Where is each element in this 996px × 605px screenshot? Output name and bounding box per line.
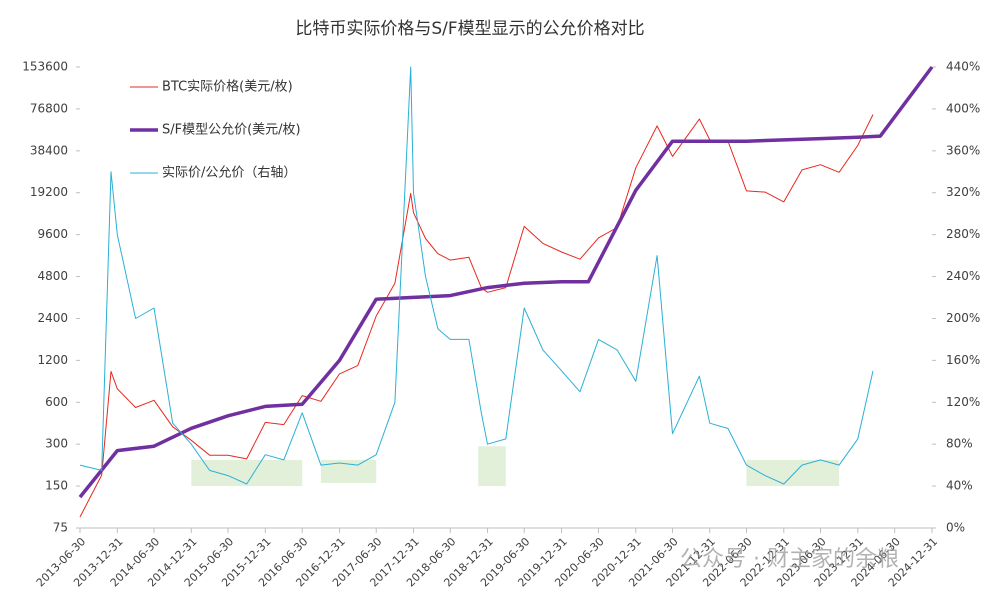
- y-tick-label: 153600: [22, 60, 68, 74]
- y2-tick-label: 240%: [946, 269, 980, 283]
- legend-label: S/F模型公允价(美元/枚): [162, 122, 301, 138]
- y2-tick-label: 200%: [946, 311, 980, 325]
- y2-tick-label: 80%: [946, 437, 973, 451]
- y2-tick-label: 320%: [946, 185, 980, 199]
- y-tick-label: 2400: [37, 311, 68, 325]
- highlight-band: [746, 459, 840, 487]
- highlight-band: [320, 459, 377, 483]
- y-tick-label: 300: [45, 437, 68, 451]
- y2-tick-label: 40%: [946, 479, 973, 493]
- y-tick-label: 9600: [37, 227, 68, 241]
- y-tick-label: 150: [45, 479, 68, 493]
- y2-tick-label: 0%: [946, 521, 965, 535]
- series-line: [79, 114, 874, 518]
- y2-tick-label: 120%: [946, 395, 980, 409]
- y2-tick-label: 400%: [946, 101, 980, 115]
- chart-title: 比特币实际价格与S/F模型显示的公允价格对比: [295, 19, 644, 39]
- y2-tick-label: 440%: [946, 60, 980, 74]
- y-tick-label: 600: [45, 395, 68, 409]
- legend-label: 实际价/公允价（右轴）: [162, 165, 296, 181]
- y2-tick-label: 280%: [946, 227, 980, 241]
- y2-tick-label: 160%: [946, 353, 980, 367]
- y-tick-label: 38400: [30, 143, 68, 157]
- y-tick-label: 19200: [30, 185, 68, 199]
- highlight-band: [191, 459, 303, 487]
- y-tick-label: 75: [53, 521, 68, 535]
- y2-tick-label: 360%: [946, 143, 980, 157]
- watermark: 公众号 · 财主家的余粮: [680, 547, 899, 572]
- legend-label: BTC实际价格(美元/枚): [162, 79, 293, 95]
- highlight-band: [478, 446, 506, 487]
- series-line: [79, 66, 874, 485]
- series-line: [78, 65, 934, 499]
- y-tick-label: 4800: [37, 269, 68, 283]
- y-tick-label: 76800: [30, 101, 68, 115]
- y-tick-label: 1200: [37, 353, 68, 367]
